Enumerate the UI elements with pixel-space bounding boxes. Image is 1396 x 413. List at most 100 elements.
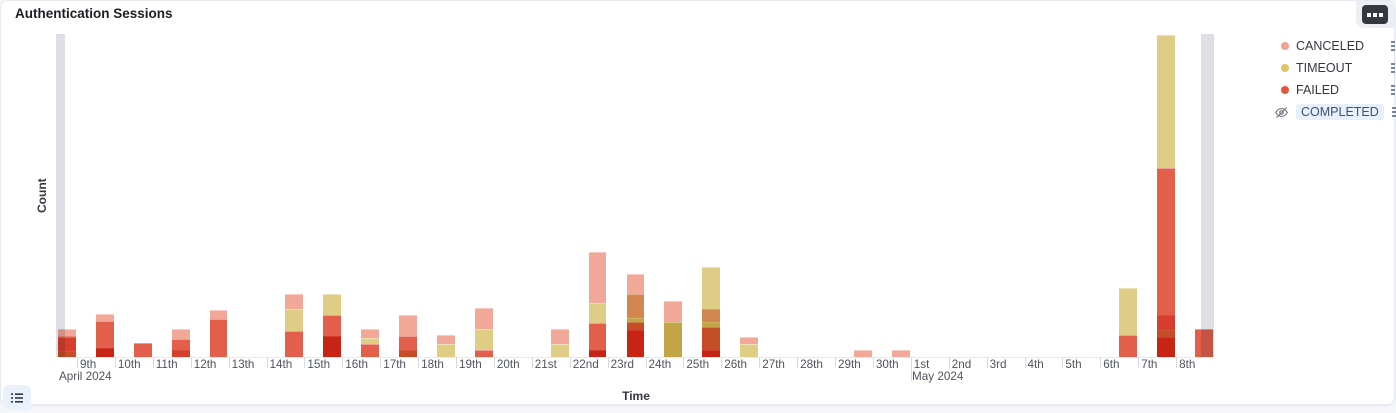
- legend-item-actions-icon[interactable]: [1390, 61, 1396, 76]
- bar-segment-timeout[interactable]: [702, 267, 721, 350]
- x-axis-tick: [228, 357, 230, 368]
- bar-segment-canceled[interactable]: [58, 329, 76, 337]
- legend-item-completed[interactable]: COMPLETED: [1269, 101, 1396, 123]
- bar-segment-canceled[interactable]: [474, 308, 493, 329]
- legend-item-actions-icon[interactable]: [1390, 39, 1396, 54]
- boxes-horizontal-icon: [1373, 12, 1377, 17]
- bar-segment-canceled[interactable]: [361, 329, 379, 338]
- x-axis-tick: [304, 357, 306, 368]
- legend-label[interactable]: COMPLETED: [1296, 104, 1384, 120]
- x-axis-tick-label: 22nd: [572, 358, 599, 371]
- bar-segment-failed[interactable]: [474, 350, 493, 357]
- bar-segment-timeout[interactable]: [285, 309, 304, 331]
- bar-segment-canceled[interactable]: [740, 337, 758, 344]
- bar-segment-canceled[interactable]: [285, 294, 304, 309]
- bar-segment-timeout[interactable]: [550, 344, 569, 357]
- legend-item-timeout[interactable]: TIMEOUT: [1269, 57, 1396, 79]
- bar-segment-canceled[interactable]: [664, 301, 683, 322]
- x-axis-tick-label: 8th: [1179, 358, 1196, 371]
- bar-segment-failed[interactable]: [171, 339, 190, 357]
- x-axis-tick-label: 27th: [762, 358, 785, 371]
- bar-segment-failed[interactable]: [1119, 335, 1137, 357]
- x-axis-line: [58, 357, 1215, 358]
- bar-segment-failed[interactable]: [702, 350, 721, 357]
- x-axis-tick-label: 12th: [193, 358, 217, 371]
- x-axis-tick-label: 1st: [913, 358, 930, 371]
- x-axis-tick: [380, 357, 382, 368]
- x-axis-tick: [418, 357, 420, 368]
- legend-label[interactable]: FAILED: [1296, 83, 1340, 97]
- bar-segment-failed[interactable]: [323, 315, 342, 357]
- x-axis-tick-label: 3rd: [989, 358, 1007, 371]
- bar-segment-canceled[interactable]: [437, 335, 455, 344]
- bar-segment-canceled[interactable]: [399, 315, 417, 336]
- boxes-horizontal-icon: [1379, 12, 1383, 17]
- x-axis-tick-label: 7th: [1141, 358, 1158, 371]
- legend-item-actions-icon[interactable]: [1390, 83, 1396, 98]
- x-axis-tick-label: 17th: [383, 358, 406, 371]
- bar-segment-timeout[interactable]: [664, 322, 683, 357]
- x-axis-tick: [77, 357, 78, 368]
- bar-segment-timeout[interactable]: [323, 294, 342, 315]
- bar-segment-failed[interactable]: [1157, 168, 1175, 357]
- x-axis-tick-label: 2nd: [951, 358, 972, 371]
- bar-segment-canceled[interactable]: [209, 310, 228, 319]
- partial-bucket-bar: [56, 34, 65, 357]
- bar-segment-timeout[interactable]: [1119, 288, 1137, 335]
- x-axis-tick-label: 6th: [1103, 358, 1120, 371]
- legend-item-failed[interactable]: FAILED: [1269, 79, 1396, 101]
- x-axis-title: Time: [622, 389, 650, 403]
- x-axis-tick: [872, 357, 874, 368]
- x-axis-tick: [986, 357, 988, 368]
- legend-item-canceled[interactable]: CANCELED: [1269, 35, 1396, 57]
- legend-label[interactable]: TIMEOUT: [1296, 61, 1353, 75]
- bar-segment-failed[interactable]: [626, 330, 645, 357]
- x-axis-tick-label: 19th: [459, 358, 482, 371]
- bar-segment-failed[interactable]: [285, 331, 304, 357]
- bar-segment-canceled[interactable]: [588, 252, 607, 303]
- bar-segment-timeout[interactable]: [740, 344, 758, 357]
- bar-segment-timeout[interactable]: [399, 350, 417, 357]
- legend-label[interactable]: CANCELED: [1296, 39, 1365, 53]
- bar-segment-canceled[interactable]: [626, 274, 645, 294]
- x-axis-tick-label: 24th: [648, 358, 672, 371]
- legend-color-dot: [1281, 64, 1289, 72]
- bar-segment-canceled[interactable]: [550, 329, 569, 344]
- bar-segment-timeout[interactable]: [361, 338, 379, 344]
- x-axis-tick-label: 16th: [345, 358, 369, 371]
- bar-segment-timeout[interactable]: [474, 329, 493, 350]
- bar-segment-failed[interactable]: [58, 337, 76, 357]
- x-axis-tick-label: 10th: [117, 358, 141, 371]
- panel-title: Authentication Sessions: [15, 6, 173, 21]
- bar-segment-timeout[interactable]: [626, 294, 645, 330]
- x-axis-tick-label: 5th: [1065, 358, 1082, 371]
- bar-segment-canceled[interactable]: [853, 350, 872, 357]
- x-axis-tick: [910, 357, 912, 381]
- bar-segment-failed[interactable]: [1195, 329, 1213, 357]
- bar-segment-failed[interactable]: [95, 348, 114, 357]
- bar-segment-canceled[interactable]: [891, 350, 910, 357]
- x-axis-tick: [721, 357, 723, 368]
- bar-segment-timeout[interactable]: [437, 344, 455, 357]
- x-axis-tick-label: 30th: [875, 358, 899, 371]
- bar-segment-failed[interactable]: [588, 350, 607, 357]
- bar-segment-failed[interactable]: [209, 319, 228, 357]
- x-axis-tick-label: 26th: [724, 358, 748, 371]
- panel-options-button[interactable]: [1362, 5, 1388, 24]
- bar-segment-failed[interactable]: [588, 323, 607, 357]
- legend-item-actions-icon[interactable]: [1391, 105, 1396, 120]
- bar-segment-canceled[interactable]: [171, 329, 190, 339]
- x-axis-tick: [948, 357, 950, 368]
- x-axis-tick: [531, 357, 533, 368]
- legend-toggle-button[interactable]: [3, 385, 31, 410]
- bar-segment-failed[interactable]: [133, 343, 152, 357]
- bar-segment-timeout[interactable]: [1157, 35, 1175, 168]
- x-axis-tick: [835, 357, 836, 368]
- bar-segment-failed[interactable]: [361, 344, 379, 357]
- x-axis-tick: [759, 357, 761, 368]
- bar-segment-timeout[interactable]: [588, 303, 607, 323]
- x-axis-tick: [569, 357, 571, 368]
- bar-segment-canceled[interactable]: [95, 314, 114, 321]
- x-axis-tick-label: 23rd: [610, 358, 634, 371]
- x-axis-tick: [1100, 357, 1102, 368]
